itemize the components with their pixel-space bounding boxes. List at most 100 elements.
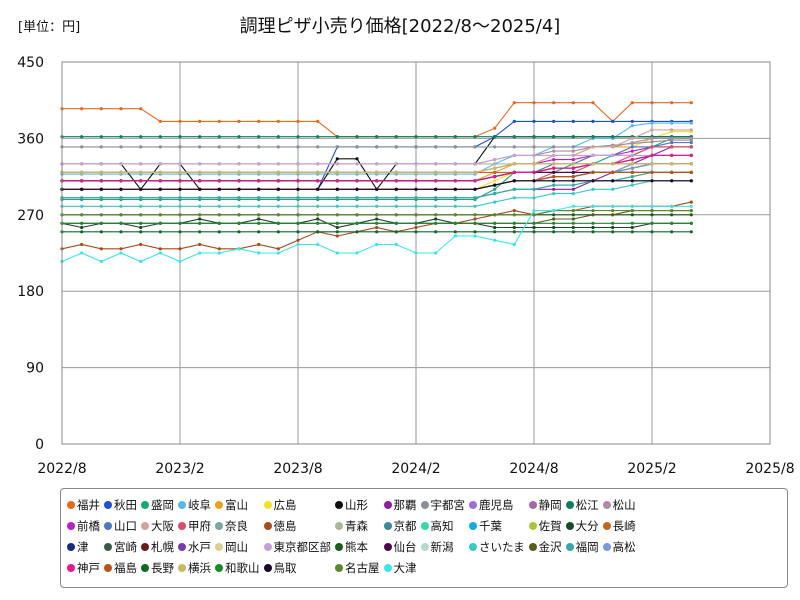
- data-point: [434, 221, 438, 225]
- legend-marker: [565, 521, 574, 530]
- data-point: [689, 128, 693, 132]
- data-point: [571, 217, 575, 221]
- data-point: [355, 251, 359, 255]
- data-point: [276, 179, 280, 183]
- data-point: [650, 101, 654, 105]
- legend-marker: [383, 521, 392, 530]
- data-point: [611, 179, 615, 183]
- data-point: [689, 136, 693, 140]
- data-point: [139, 196, 143, 200]
- legend-label: 宮崎: [114, 539, 137, 554]
- data-point: [591, 221, 595, 225]
- data-point: [493, 145, 497, 149]
- data-point: [296, 162, 300, 166]
- data-point: [670, 204, 674, 208]
- data-point: [335, 221, 339, 225]
- legend-marker: [335, 500, 343, 509]
- data-point: [335, 162, 339, 166]
- data-point: [394, 187, 398, 191]
- data-point: [670, 141, 674, 145]
- data-point: [217, 251, 221, 255]
- legend-marker: [215, 521, 223, 530]
- series-line-福井: [62, 102, 692, 138]
- legend-item: 名古屋: [335, 558, 380, 577]
- plot-frame: [61, 61, 771, 445]
- data-point: [591, 230, 595, 234]
- legend-item: 新潟: [420, 537, 466, 556]
- data-point: [571, 179, 575, 183]
- data-point: [493, 213, 497, 217]
- data-point: [80, 242, 84, 247]
- data-point: [493, 166, 497, 170]
- legend-label: 新潟: [430, 539, 454, 554]
- data-point: [689, 213, 693, 217]
- legend-label: 盛岡: [151, 497, 174, 512]
- data-point: [552, 145, 556, 149]
- data-point: [99, 221, 103, 225]
- data-point: [296, 119, 300, 123]
- line-chart: 0 90 180 270 360 450 2022/8 2023/2 2023/8 2024/2…: [17, 55, 794, 477]
- data-point: [473, 187, 477, 191]
- legend-marker: [263, 500, 272, 509]
- data-point: [512, 162, 516, 166]
- data-point: [257, 251, 261, 255]
- data-point: [453, 145, 457, 149]
- legend-label: 高松: [612, 539, 636, 554]
- legend-marker: [335, 521, 343, 530]
- data-point: [650, 145, 654, 149]
- data-point: [355, 196, 359, 200]
- data-point: [512, 187, 516, 191]
- legend-marker: [215, 563, 223, 572]
- data-point: [571, 162, 575, 166]
- data-point: [630, 175, 634, 179]
- data-point: [512, 196, 516, 200]
- data-point: [689, 162, 693, 166]
- series-line-福岡: [62, 171, 692, 199]
- data-point: [493, 200, 497, 204]
- data-point: [217, 162, 221, 166]
- data-point: [158, 119, 162, 123]
- data-point: [99, 213, 103, 217]
- data-point: [650, 128, 654, 132]
- data-point: [552, 175, 556, 179]
- data-point: [532, 221, 536, 225]
- legend-marker: [469, 521, 477, 530]
- legend-item: 大津: [383, 558, 417, 577]
- data-point: [414, 162, 418, 166]
- data-point: [276, 221, 280, 225]
- legend-label: 前橋: [77, 518, 100, 533]
- data-point: [591, 187, 595, 191]
- data-point: [552, 192, 556, 196]
- data-point: [552, 183, 556, 187]
- data-point: [217, 247, 221, 251]
- data-point: [139, 162, 143, 166]
- data-point: [375, 242, 379, 247]
- data-point: [257, 196, 261, 200]
- data-point: [119, 170, 123, 174]
- data-point: [375, 187, 379, 191]
- data-point: [257, 119, 261, 123]
- legend-item: 山形: [335, 495, 380, 514]
- legend-item: 津: [67, 537, 100, 556]
- data-point: [198, 217, 202, 221]
- data-point: [571, 153, 575, 157]
- legend-marker: [141, 542, 149, 551]
- y-tick-label: 180: [17, 284, 44, 300]
- data-point: [650, 230, 654, 234]
- data-point: [80, 187, 84, 191]
- data-point: [512, 153, 516, 157]
- legend-item: 宇都宮: [420, 495, 465, 514]
- data-point: [453, 179, 457, 183]
- data-point: [630, 166, 634, 170]
- data-point: [178, 259, 182, 264]
- data-point: [434, 251, 438, 255]
- legend-label: 熊本: [345, 539, 368, 554]
- data-point: [434, 187, 438, 191]
- data-point: [571, 225, 575, 230]
- data-point: [119, 196, 123, 200]
- legend-label: 岡山: [225, 539, 248, 554]
- legend-marker: [67, 542, 75, 551]
- data-point: [80, 221, 84, 225]
- data-point: [650, 162, 654, 166]
- data-point: [571, 175, 575, 179]
